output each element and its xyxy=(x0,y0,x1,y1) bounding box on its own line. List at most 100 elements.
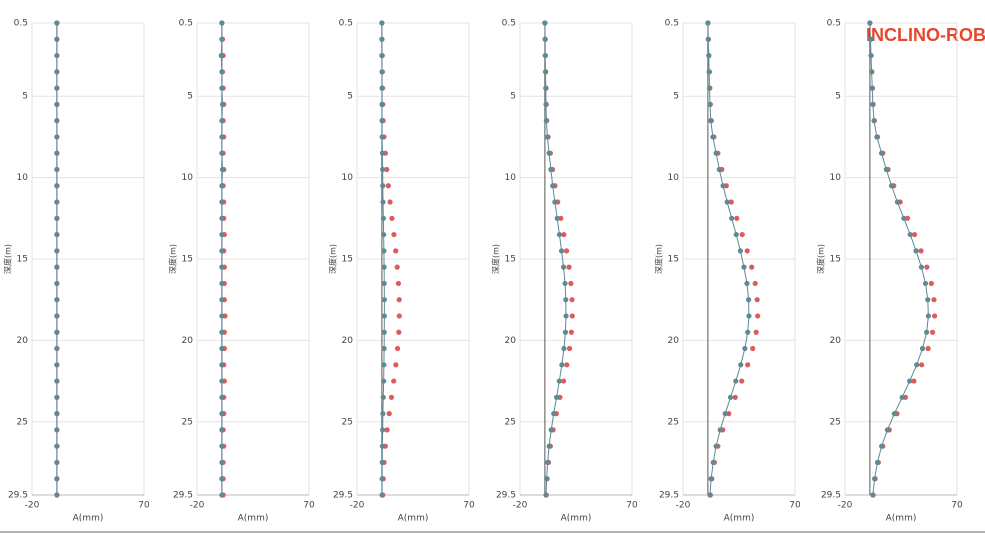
data-point xyxy=(379,118,385,124)
data-point xyxy=(391,378,397,384)
data-point xyxy=(558,215,564,221)
data-point xyxy=(546,150,552,156)
data-point xyxy=(913,248,919,254)
data-point xyxy=(722,411,728,417)
x-tick-label: 70 xyxy=(951,501,963,511)
y-tick-label: 5 xyxy=(673,92,679,102)
data-point xyxy=(393,362,399,368)
data-point xyxy=(737,248,743,254)
data-point xyxy=(706,52,712,59)
y-axis-label: 深度(m) xyxy=(3,244,13,274)
data-point xyxy=(219,166,226,173)
data-point xyxy=(379,459,385,466)
y-axis-label: 深度(m) xyxy=(168,244,178,274)
series-line xyxy=(707,22,750,496)
y-tick-label: 15 xyxy=(182,255,193,265)
data-point xyxy=(556,378,562,384)
data-point xyxy=(380,215,386,221)
y-tick-label: 20 xyxy=(830,336,842,346)
x-tick-label: 70 xyxy=(138,501,150,511)
data-point xyxy=(744,280,750,287)
data-point xyxy=(219,329,225,335)
data-point xyxy=(925,345,931,352)
data-point xyxy=(551,411,557,417)
data-point xyxy=(544,476,550,482)
data-point xyxy=(706,69,712,75)
y-axis-label: 深度(m) xyxy=(816,244,826,274)
data-point xyxy=(219,134,225,140)
data-point xyxy=(219,394,225,400)
data-point xyxy=(753,329,759,335)
y-tick-label: 10 xyxy=(505,173,517,183)
data-point xyxy=(548,427,554,433)
data-point xyxy=(54,264,60,270)
data-point xyxy=(734,215,740,221)
y-axis-label: 深度(m) xyxy=(328,244,338,274)
data-point xyxy=(54,20,60,26)
y-tick-label: 5 xyxy=(187,92,193,102)
data-point xyxy=(542,52,548,59)
data-point xyxy=(542,20,548,26)
data-point xyxy=(379,443,385,449)
y-tick-label: 0.5 xyxy=(339,19,353,29)
data-point xyxy=(380,183,386,189)
data-point xyxy=(914,362,920,368)
data-point xyxy=(727,394,734,400)
data-point xyxy=(381,345,387,352)
data-point xyxy=(560,264,567,270)
data-point xyxy=(563,313,569,319)
data-point xyxy=(396,297,402,303)
y-tick-label: 5 xyxy=(510,92,516,102)
data-point xyxy=(54,394,60,400)
data-point xyxy=(54,476,60,482)
data-point xyxy=(385,183,391,189)
data-point xyxy=(566,345,573,352)
x-axis-label: A(mm) xyxy=(398,514,429,524)
data-point xyxy=(724,199,730,205)
data-point xyxy=(54,362,60,368)
data-point xyxy=(381,231,387,238)
data-point xyxy=(568,329,574,335)
data-point xyxy=(543,101,549,107)
data-point xyxy=(545,459,551,466)
data-point xyxy=(874,459,881,466)
data-point xyxy=(878,150,885,156)
data-point xyxy=(219,248,225,254)
y-tick-label: 0.5 xyxy=(14,19,28,29)
data-point xyxy=(219,280,225,287)
data-point xyxy=(546,443,552,449)
data-point xyxy=(54,231,60,238)
data-point xyxy=(219,199,225,205)
data-point xyxy=(707,492,713,498)
y-tick-label: 25 xyxy=(342,417,353,427)
data-point xyxy=(883,166,889,173)
data-point xyxy=(872,476,878,482)
data-point xyxy=(554,215,560,221)
data-point xyxy=(552,199,558,205)
data-point xyxy=(388,394,395,400)
data-point xyxy=(543,85,549,91)
data-point xyxy=(708,118,714,124)
data-point xyxy=(548,166,554,173)
data-point xyxy=(54,101,60,107)
data-point xyxy=(54,36,60,42)
data-point xyxy=(379,52,385,59)
data-point xyxy=(54,118,60,124)
data-point xyxy=(884,427,891,433)
data-point xyxy=(878,443,885,449)
data-point xyxy=(745,329,751,335)
data-point xyxy=(713,443,719,449)
y-tick-label: 20 xyxy=(182,336,194,346)
y-tick-label: 25 xyxy=(830,417,841,427)
data-point xyxy=(219,118,225,124)
data-point xyxy=(381,280,387,287)
data-point xyxy=(379,36,385,42)
data-point xyxy=(379,85,385,91)
data-point xyxy=(380,427,386,433)
y-tick-label: 25 xyxy=(182,417,193,427)
data-point xyxy=(706,85,713,91)
y-tick-label: 0.5 xyxy=(179,19,193,29)
data-point xyxy=(54,183,60,189)
data-point xyxy=(54,280,60,287)
